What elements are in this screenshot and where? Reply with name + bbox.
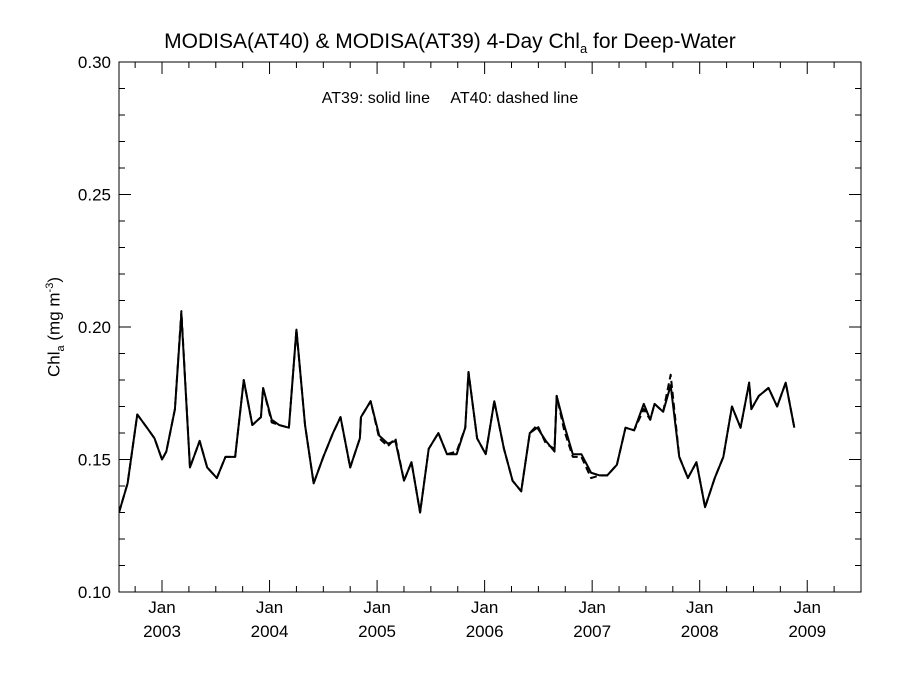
y-tick-label: 0.15 <box>78 451 111 470</box>
x-tick-label-year: 2004 <box>251 622 289 641</box>
chart-title: MODISA(AT40) & MODISA(AT39) 4-Day Chla f… <box>0 30 900 56</box>
x-tick-label-year: 2006 <box>466 622 504 641</box>
x-tick-label-month: Jan <box>794 598 821 617</box>
series-line-at39 <box>119 312 796 514</box>
y-tick-label: 0.25 <box>78 186 111 205</box>
x-tick-label-year: 2008 <box>681 622 719 641</box>
plot-frame <box>118 61 862 593</box>
title-main: MODISA(AT40) & MODISA(AT39) 4-Day Chl <box>164 30 580 53</box>
series-group <box>119 310 796 514</box>
annotation-dashed: AT40: dashed line <box>450 90 579 107</box>
y-tick-label: 0.30 <box>78 53 111 72</box>
x-tick-label-month: Jan <box>471 598 498 617</box>
x-tick-label-month: Jan <box>148 598 175 617</box>
x-tick-label-year: 2007 <box>573 622 611 641</box>
annotation-solid: AT39: solid line <box>321 90 430 107</box>
series-line-at40 <box>119 310 796 514</box>
axes-group: 0.10 0.15 0.20 0.25 0.30 Jan 2003 Jan 2004 Jan 200… <box>78 53 862 641</box>
x-tick-label-month: Jan <box>686 598 713 617</box>
y-tick-label: 0.10 <box>78 583 111 602</box>
x-tick-label-year: 2005 <box>358 622 396 641</box>
x-tick-label-year: 2009 <box>788 622 826 641</box>
x-tick-label-month: Jan <box>578 598 605 617</box>
title-subscript: a <box>579 41 588 57</box>
x-tick-label-year: 2003 <box>143 622 181 641</box>
x-tick-label-month: Jan <box>363 598 390 617</box>
line-style-annotation: AT39: solid line AT40: dashed line <box>0 90 900 108</box>
x-tick-label-month: Jan <box>256 598 283 617</box>
title-tail: for Deep-Water <box>587 30 736 53</box>
y-tick-label: 0.20 <box>78 318 111 337</box>
